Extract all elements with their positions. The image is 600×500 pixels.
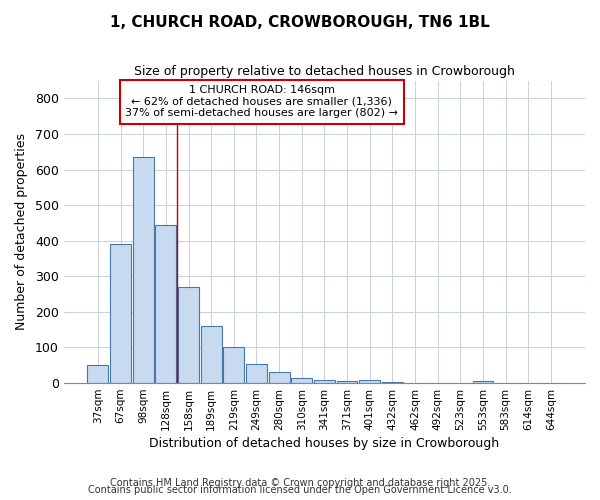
Bar [223, 348, 244, 383]
Text: Contains public sector information licensed under the Open Government Licence v3: Contains public sector information licen… [88, 485, 512, 495]
Bar [292, 378, 312, 383]
Bar [382, 382, 403, 383]
Bar [178, 287, 199, 383]
Bar [269, 372, 290, 383]
Bar [88, 366, 109, 383]
X-axis label: Distribution of detached houses by size in Crowborough: Distribution of detached houses by size … [149, 437, 499, 450]
Bar [337, 382, 358, 383]
Bar [314, 380, 335, 383]
Text: Contains HM Land Registry data © Crown copyright and database right 2025.: Contains HM Land Registry data © Crown c… [110, 478, 490, 488]
Bar [246, 364, 267, 383]
Bar [359, 380, 380, 383]
Bar [155, 224, 176, 383]
Bar [133, 157, 154, 383]
Text: 1, CHURCH ROAD, CROWBOROUGH, TN6 1BL: 1, CHURCH ROAD, CROWBOROUGH, TN6 1BL [110, 15, 490, 30]
Title: Size of property relative to detached houses in Crowborough: Size of property relative to detached ho… [134, 65, 515, 78]
Y-axis label: Number of detached properties: Number of detached properties [15, 134, 28, 330]
Bar [110, 244, 131, 383]
Bar [201, 326, 221, 383]
Bar [473, 382, 493, 383]
Text: 1 CHURCH ROAD: 146sqm
← 62% of detached houses are smaller (1,336)
37% of semi-d: 1 CHURCH ROAD: 146sqm ← 62% of detached … [125, 85, 398, 118]
